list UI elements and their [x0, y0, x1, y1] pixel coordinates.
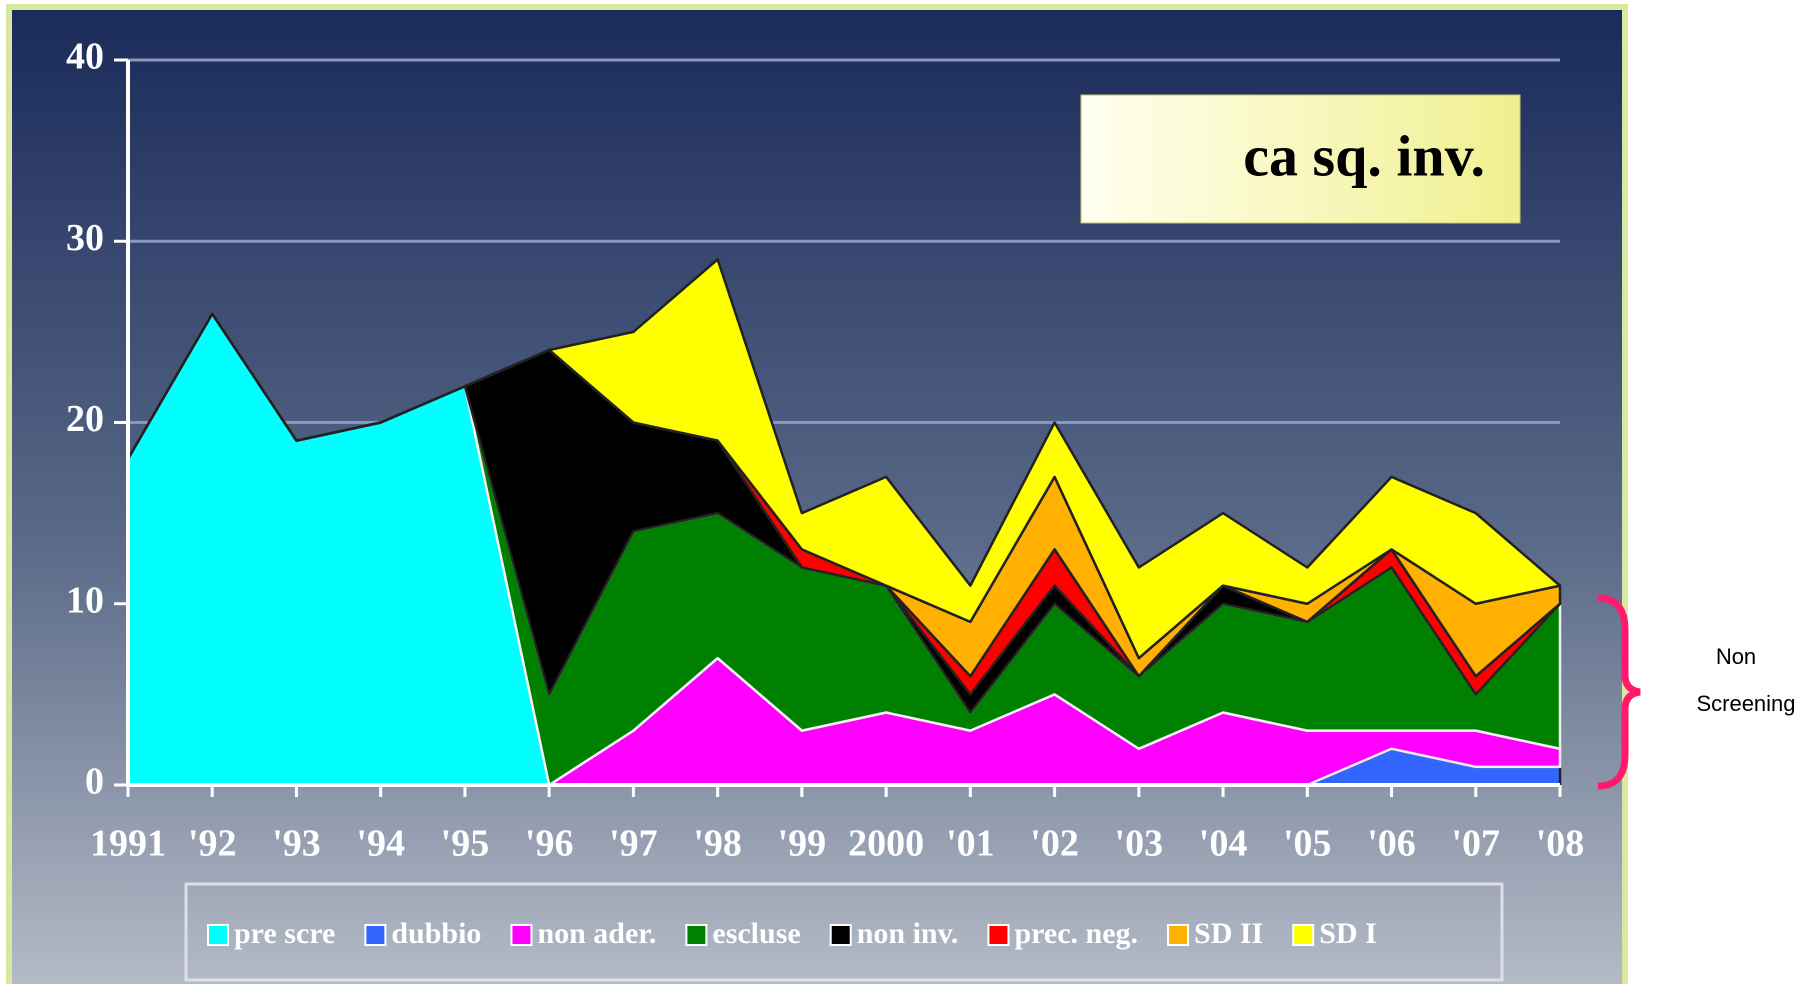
y-tick-label: 40	[66, 36, 104, 78]
x-tick-label: '93	[272, 823, 321, 865]
x-tick-label: 1991	[90, 823, 166, 865]
legend-label: escluse	[712, 917, 800, 950]
legend-swatch	[1292, 924, 1315, 946]
x-tick-label: '95	[441, 823, 490, 865]
x-tick-label: '94	[356, 823, 405, 865]
x-tick-label: '96	[525, 823, 574, 865]
legend-label: pre scre	[234, 917, 335, 950]
area	[126, 258, 1562, 660]
legend-swatch	[685, 924, 708, 946]
legend-box	[184, 882, 1504, 982]
legend-label: non ader.	[537, 917, 656, 950]
x-tick-label: '97	[609, 823, 658, 865]
chart-title: ca sq. inv.	[1243, 123, 1485, 188]
x-tick-label: '07	[1451, 823, 1500, 865]
y-tick-label: 30	[66, 217, 104, 259]
x-tick-label: '08	[1536, 823, 1585, 865]
x-tick-label: '06	[1367, 823, 1416, 865]
annotation: Screening	[1696, 691, 1795, 716]
legend-swatch	[364, 924, 387, 946]
legend-swatch	[1167, 924, 1190, 946]
annotation: Non	[1716, 644, 1756, 669]
x-tick-label: '98	[693, 823, 742, 865]
legend-label: SD II	[1194, 917, 1263, 950]
y-tick-label: 0	[85, 761, 104, 803]
legend-swatch	[829, 924, 852, 946]
bracket	[1597, 594, 1641, 790]
legend-swatch	[207, 924, 229, 946]
x-tick-label: '04	[1199, 823, 1248, 865]
x-tick-label: '99	[778, 823, 827, 865]
legend-label: SD I	[1319, 917, 1377, 950]
legend-label: dubbio	[391, 917, 481, 950]
y-tick-label: 10	[66, 579, 104, 621]
legend-label: prec. neg.	[1014, 917, 1138, 950]
legend-swatch	[510, 924, 533, 946]
y-tick-label: 20	[66, 398, 104, 440]
x-tick-label: 2000	[848, 823, 924, 865]
x-tick-label: '01	[946, 823, 995, 865]
x-tick-label: '03	[1115, 823, 1164, 865]
x-tick-label: '02	[1030, 823, 1079, 865]
legend-swatch	[987, 924, 1010, 946]
legend-label: non inv.	[857, 917, 959, 950]
x-tick-label: '92	[188, 823, 237, 865]
x-tick-label: '05	[1283, 823, 1332, 865]
title-box	[1080, 94, 1521, 224]
